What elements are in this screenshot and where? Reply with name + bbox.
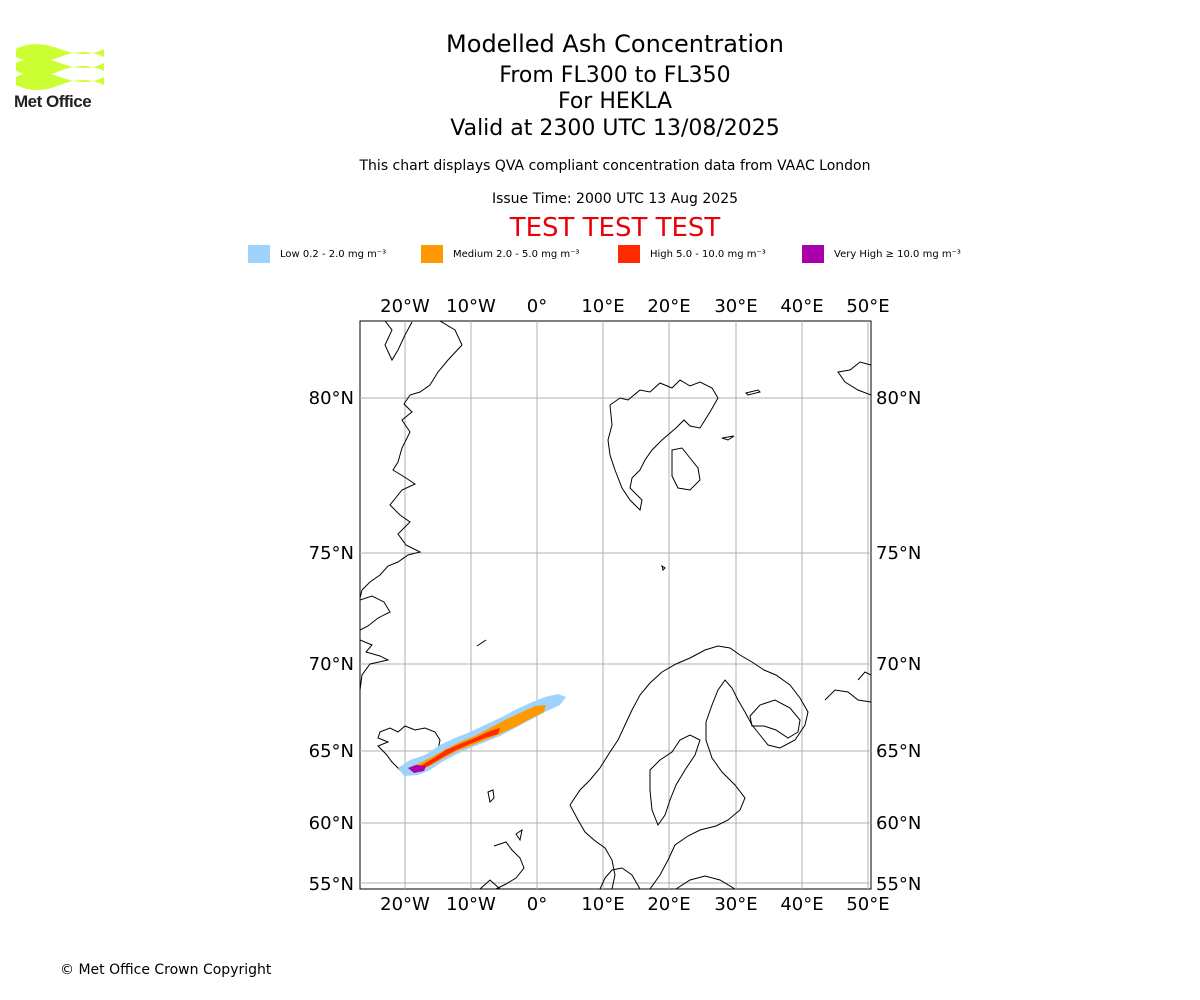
lon-label: 50°E: [846, 894, 889, 915]
lat-label: 65°N: [309, 741, 354, 762]
graticule: [360, 321, 871, 889]
lon-label: 10°E: [581, 296, 624, 317]
lat-label: 55°N: [876, 874, 921, 895]
legend-item-medium: Medium 2.0 - 5.0 mg m⁻³: [421, 244, 579, 264]
lon-label: 40°E: [780, 894, 823, 915]
lat-label: 60°N: [309, 813, 354, 834]
lon-label: 40°E: [780, 296, 823, 317]
lat-label: 55°N: [309, 874, 354, 895]
lon-label: 10°W: [446, 894, 496, 915]
legend-item-low: Low 0.2 - 2.0 mg m⁻³: [248, 244, 386, 264]
legend-label-very-high: Very High ≥ 10.0 mg m⁻³: [834, 248, 961, 260]
legend-swatch-high: [618, 245, 640, 263]
valid-time: Valid at 2300 UTC 13/08/2025: [450, 116, 780, 141]
lat-label: 75°N: [876, 543, 921, 564]
lon-label: 30°E: [714, 296, 757, 317]
legend-swatch-low: [248, 245, 270, 263]
coastlines: [360, 321, 871, 889]
latitude-labels-right: 80°N 75°N 70°N 65°N 60°N 55°N: [876, 388, 921, 895]
lon-label: 20°E: [647, 296, 690, 317]
lat-label: 60°N: [876, 813, 921, 834]
lon-label: 0°: [527, 894, 547, 915]
ash-zone-high: [410, 728, 500, 771]
legend-label-low: Low 0.2 - 2.0 mg m⁻³: [280, 248, 387, 260]
legend-label-high: High 5.0 - 10.0 mg m⁻³: [650, 248, 766, 260]
lon-label: 50°E: [846, 296, 889, 317]
flight-level-range: From FL300 to FL350: [499, 63, 731, 88]
lon-label: 10°W: [446, 296, 496, 317]
lat-label: 65°N: [876, 741, 921, 762]
test-banner: TEST TEST TEST: [509, 213, 721, 243]
lon-label: 20°W: [380, 296, 430, 317]
legend-item-very-high: Very High ≥ 10.0 mg m⁻³: [802, 244, 961, 264]
lon-label: 20°W: [380, 894, 430, 915]
map-frame: [359, 320, 872, 890]
legend-item-high: High 5.0 - 10.0 mg m⁻³: [618, 244, 766, 264]
lat-label: 70°N: [876, 654, 921, 675]
lon-label: 20°E: [647, 894, 690, 915]
lon-label: 0°: [527, 296, 547, 317]
lon-label: 30°E: [714, 894, 757, 915]
legend-swatch-medium: [421, 245, 443, 263]
met-office-logo-text: Met Office: [14, 92, 92, 111]
lat-label: 75°N: [309, 543, 354, 564]
longitude-labels-bottom: 20°W 10°W 0° 10°E 20°E 30°E 40°E 50°E: [380, 894, 889, 915]
ash-plume: [398, 694, 566, 776]
volcano-name: For HEKLA: [557, 89, 673, 114]
concentration-legend: Low 0.2 - 2.0 mg m⁻³ Medium 2.0 - 5.0 mg…: [0, 244, 1200, 264]
legend-swatch-very-high: [802, 245, 824, 263]
chart-subtitle: This chart displays QVA compliant concen…: [359, 158, 871, 174]
ash-zone-very-high: [408, 765, 426, 773]
latitude-labels-left: 80°N 75°N 70°N 65°N 60°N 55°N: [309, 388, 354, 895]
copyright-notice: © Met Office Crown Copyright: [60, 962, 272, 978]
legend-label-medium: Medium 2.0 - 5.0 mg m⁻³: [453, 248, 580, 260]
lat-label: 70°N: [309, 654, 354, 675]
lat-label: 80°N: [309, 388, 354, 409]
issue-time: Issue Time: 2000 UTC 13 Aug 2025: [491, 191, 739, 207]
lon-label: 10°E: [581, 894, 624, 915]
chart-title: Modelled Ash Concentration: [446, 30, 784, 58]
lat-label: 80°N: [876, 388, 921, 409]
met-office-logo: [16, 44, 104, 90]
longitude-labels-top: 20°W 10°W 0° 10°E 20°E 30°E 40°E 50°E: [380, 296, 889, 317]
